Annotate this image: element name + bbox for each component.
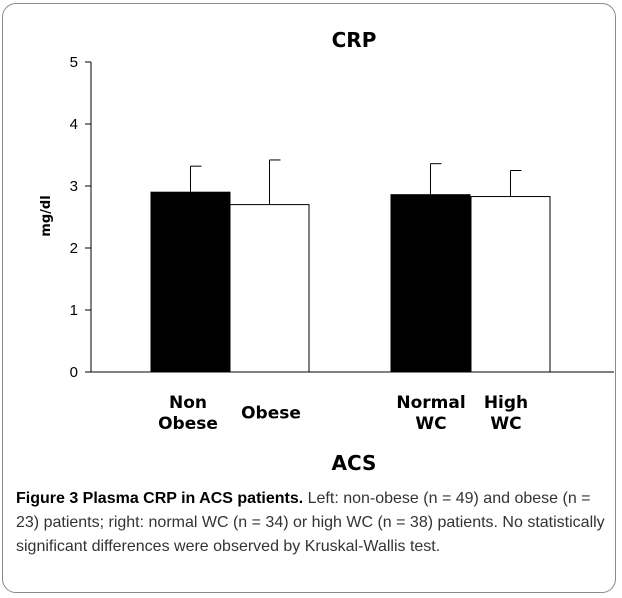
bar — [150, 191, 231, 373]
y-tick-label: 4 — [70, 116, 78, 133]
category-label: Normal — [396, 393, 465, 413]
caption-text: Left: non-obese (n = 49) and obese (n = … — [16, 490, 605, 555]
caption-label: Figure 3 Plasma CRP in ACS patients. — [16, 490, 304, 507]
category-label: Non — [169, 393, 207, 413]
category-label: High — [484, 393, 528, 413]
y-tick-label: 0 — [70, 364, 78, 381]
y-tick-label: 3 — [70, 178, 78, 195]
category-label: WC — [490, 414, 521, 434]
y-tick-label: 5 — [70, 54, 78, 71]
chart-title: CRP — [332, 28, 377, 52]
y-tick-label: 2 — [70, 240, 78, 257]
category-label: WC — [415, 414, 446, 434]
bar — [390, 194, 471, 373]
x-axis-label: ACS — [332, 451, 377, 475]
category-label: Obese — [158, 414, 218, 434]
y-axis-label: mg/dl — [39, 195, 54, 236]
bar — [229, 204, 310, 373]
category-label: Obese — [241, 404, 301, 424]
y-tick-label: 1 — [70, 302, 78, 319]
bar — [470, 196, 551, 373]
figure-caption: Figure 3 Plasma CRP in ACS patients. Lef… — [16, 487, 608, 559]
